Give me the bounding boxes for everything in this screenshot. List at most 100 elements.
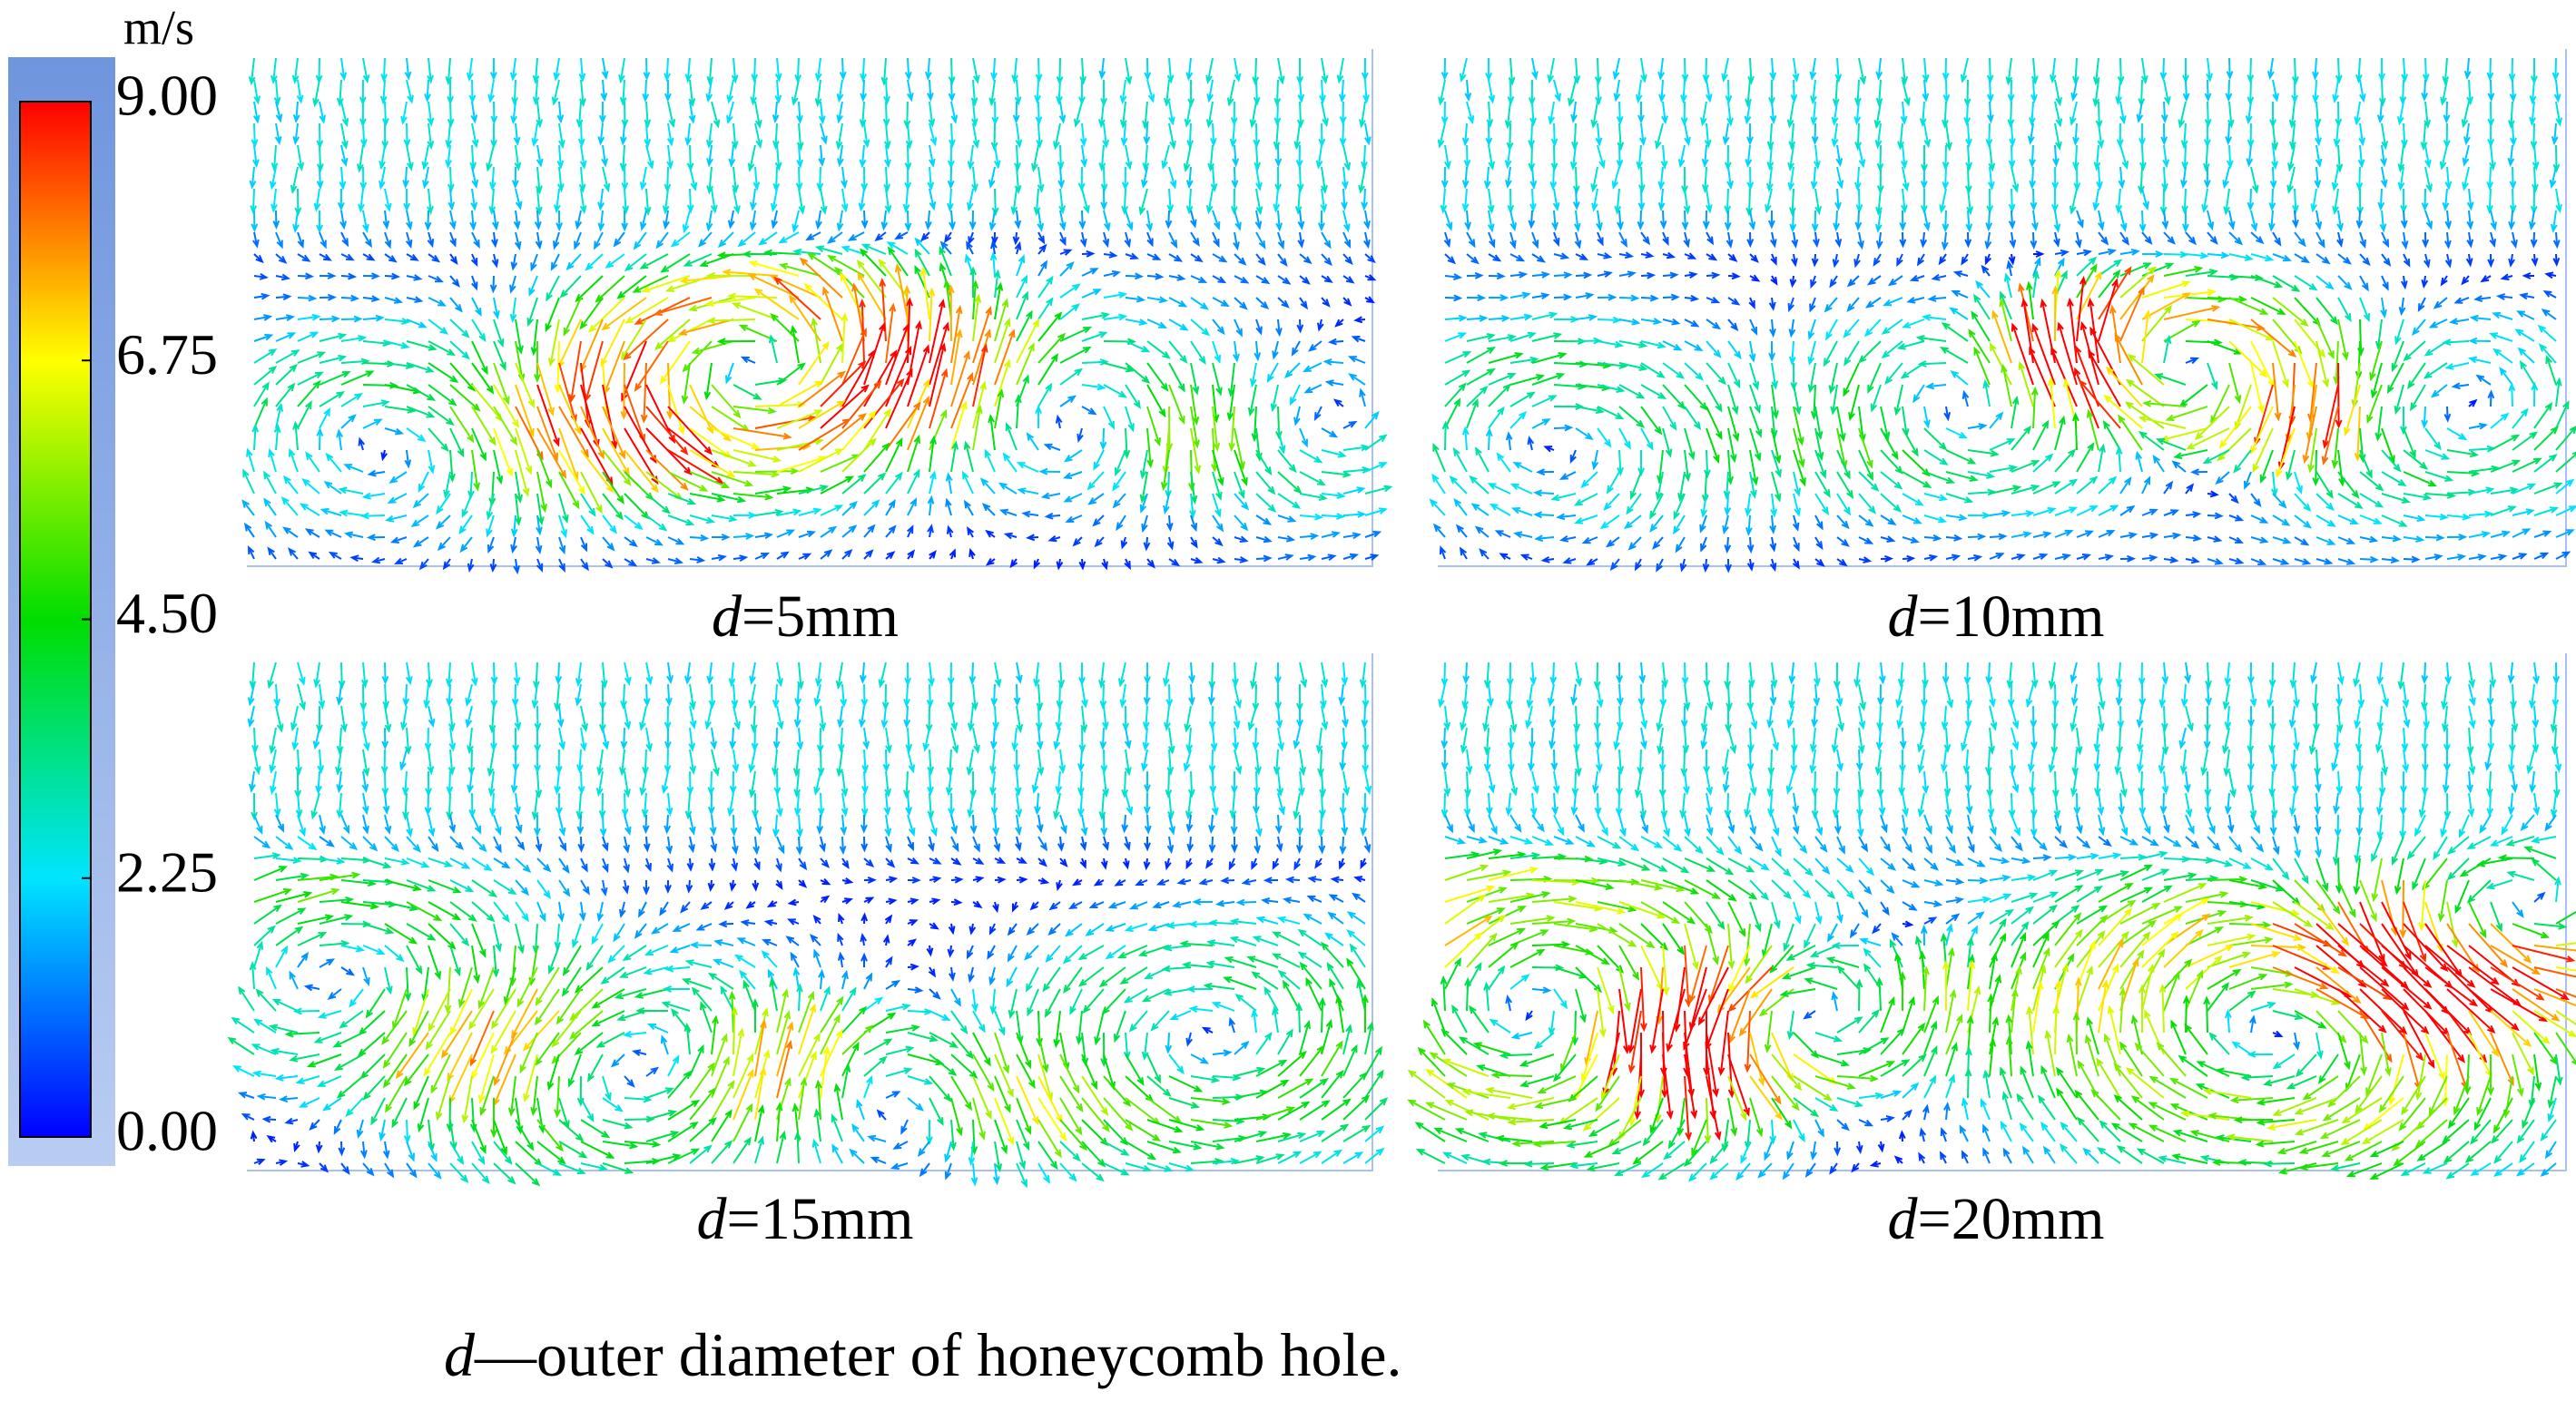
velocity-arrow xyxy=(732,1053,754,1099)
velocity-arrow xyxy=(470,101,478,124)
velocity-arrow xyxy=(1230,101,1238,127)
velocity-arrow xyxy=(929,876,942,884)
velocity-arrow xyxy=(1746,727,1755,754)
velocity-arrow xyxy=(689,1062,715,1099)
velocity-arrow xyxy=(1077,966,1105,987)
velocity-arrow xyxy=(1940,347,1969,364)
velocity-arrow xyxy=(272,210,280,230)
velocity-arrow xyxy=(1700,727,1708,750)
velocity-arrow xyxy=(2011,906,2034,925)
velocity-arrow xyxy=(2401,727,2409,753)
velocity-arrow xyxy=(1706,384,1723,413)
velocity-arrow xyxy=(315,770,322,795)
velocity-arrow xyxy=(2555,1053,2563,1086)
velocity-arrow xyxy=(1125,295,1145,303)
velocity-arrow xyxy=(384,901,418,912)
velocity-arrow xyxy=(2508,210,2515,230)
velocity-arrow xyxy=(1855,978,1863,1012)
velocity-arrow xyxy=(1077,166,1086,192)
velocity-arrow xyxy=(689,749,696,775)
velocity-arrow xyxy=(1146,340,1171,359)
velocity-arrow xyxy=(2093,727,2101,753)
velocity-arrow xyxy=(391,988,408,1031)
velocity-arrow xyxy=(885,897,898,906)
velocity-arrow xyxy=(1183,144,1192,172)
velocity-arrow xyxy=(2532,792,2541,817)
velocity-arrow xyxy=(349,988,364,1008)
velocity-arrow xyxy=(584,340,604,403)
velocity-arrow xyxy=(885,1024,921,1034)
velocity-arrow xyxy=(1964,1067,1972,1099)
velocity-arrow xyxy=(1843,318,1860,338)
velocity-arrow xyxy=(2153,373,2187,386)
velocity-arrow xyxy=(1342,1151,1364,1164)
velocity-arrow xyxy=(967,705,975,732)
velocity-arrow xyxy=(711,384,742,419)
velocity-arrow xyxy=(1103,250,1118,259)
velocity-arrow xyxy=(2403,901,2427,963)
velocity-arrow xyxy=(1702,57,1710,84)
velocity-arrow xyxy=(1961,727,1969,752)
velocity-arrow xyxy=(2072,122,2079,146)
velocity-arrow xyxy=(405,231,413,250)
velocity-arrow xyxy=(859,144,867,169)
velocity-arrow xyxy=(1509,291,1531,299)
velocity-arrow xyxy=(2508,57,2516,83)
velocity-arrow xyxy=(536,493,545,526)
velocity-arrow xyxy=(907,344,930,407)
velocity-arrow xyxy=(1263,985,1279,1012)
velocity-arrow xyxy=(666,661,673,685)
velocity-arrow xyxy=(1703,449,1711,479)
velocity-arrow xyxy=(600,79,608,103)
velocity-arrow xyxy=(2076,852,2100,860)
velocity-arrow xyxy=(634,923,647,939)
velocity-arrow xyxy=(1528,79,1536,107)
velocity-arrow xyxy=(623,857,630,874)
velocity-arrow xyxy=(2124,401,2165,429)
velocity-arrow xyxy=(1277,427,1286,455)
velocity-arrow xyxy=(2141,280,2191,299)
velocity-arrow xyxy=(1782,1162,1794,1181)
velocity-arrow xyxy=(357,1032,386,1057)
velocity-arrow xyxy=(705,79,713,103)
velocity-arrow xyxy=(381,727,389,750)
velocity-arrow xyxy=(882,934,890,946)
velocity-arrow xyxy=(1037,353,1059,386)
velocity-arrow xyxy=(1649,988,1664,1054)
velocity-arrow xyxy=(1727,427,1737,464)
velocity-arrow xyxy=(319,914,354,925)
velocity-arrow xyxy=(2011,460,2040,473)
velocity-arrow xyxy=(428,275,444,283)
velocity-arrow xyxy=(2487,389,2495,407)
velocity-arrow xyxy=(575,210,583,230)
velocity-arrow xyxy=(2011,484,2040,495)
velocity-arrow xyxy=(292,122,300,146)
velocity-arrow xyxy=(2098,530,2116,538)
velocity-arrow xyxy=(1706,683,1714,711)
velocity-arrow xyxy=(1137,945,1170,957)
velocity-arrow xyxy=(558,536,566,555)
velocity-arrow xyxy=(1121,188,1129,215)
velocity-arrow xyxy=(2224,705,2232,731)
velocity-arrow xyxy=(870,1156,887,1164)
velocity-arrow xyxy=(2272,857,2290,881)
velocity-arrow xyxy=(790,324,800,364)
velocity-arrow xyxy=(1854,122,1863,152)
velocity-arrow xyxy=(729,727,737,750)
velocity-arrow xyxy=(1902,792,1909,818)
velocity-arrow xyxy=(2476,1075,2492,1117)
velocity-arrow xyxy=(1989,917,2007,946)
velocity-arrow xyxy=(2293,727,2300,752)
velocity-arrow xyxy=(428,1141,438,1162)
velocity-arrow xyxy=(749,210,757,231)
velocity-arrow xyxy=(747,144,756,172)
velocity-arrow xyxy=(1295,836,1303,855)
velocity-arrow xyxy=(2533,891,2546,903)
velocity-arrow xyxy=(1234,297,1248,310)
velocity-arrow xyxy=(2302,406,2317,465)
velocity-arrow xyxy=(1272,931,1301,946)
velocity-arrow xyxy=(1984,253,1992,266)
velocity-arrow xyxy=(1681,661,1689,687)
velocity-arrow xyxy=(2489,661,2497,689)
velocity-arrow xyxy=(1296,166,1304,193)
